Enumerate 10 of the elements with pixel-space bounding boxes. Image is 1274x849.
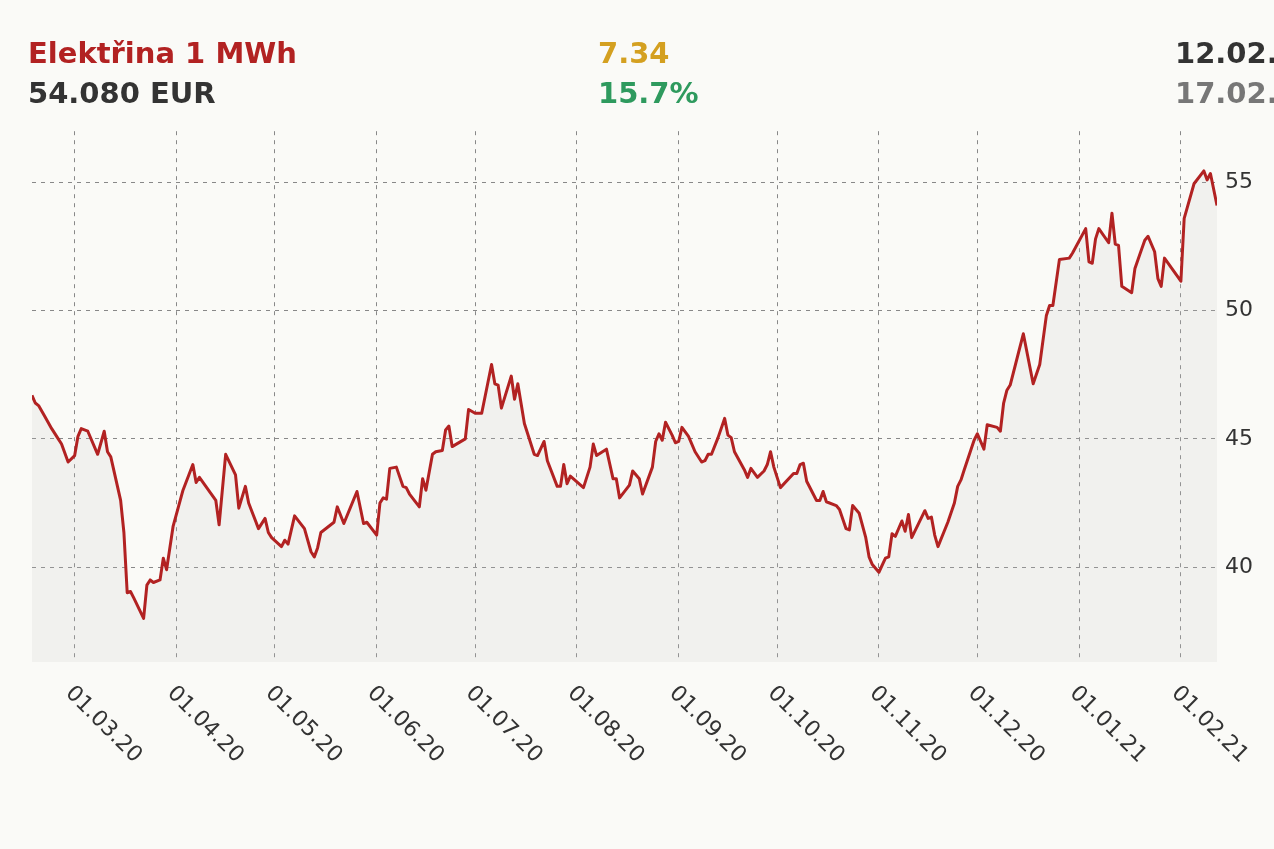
y-tick-label: 50	[1225, 296, 1253, 322]
chart-subtitle: 54.080 EUR	[28, 76, 216, 110]
y-tick-label: 45	[1225, 424, 1253, 450]
text: 17.02.	[1175, 76, 1274, 110]
text: 12.02.	[1175, 36, 1274, 70]
y-tick-label: 40	[1225, 552, 1253, 578]
text: 7.34	[598, 36, 670, 70]
y-tick-label: 55	[1225, 168, 1253, 194]
chart-title: Elektřina 1 MWh	[28, 36, 297, 70]
text: 15.7%	[598, 76, 699, 110]
